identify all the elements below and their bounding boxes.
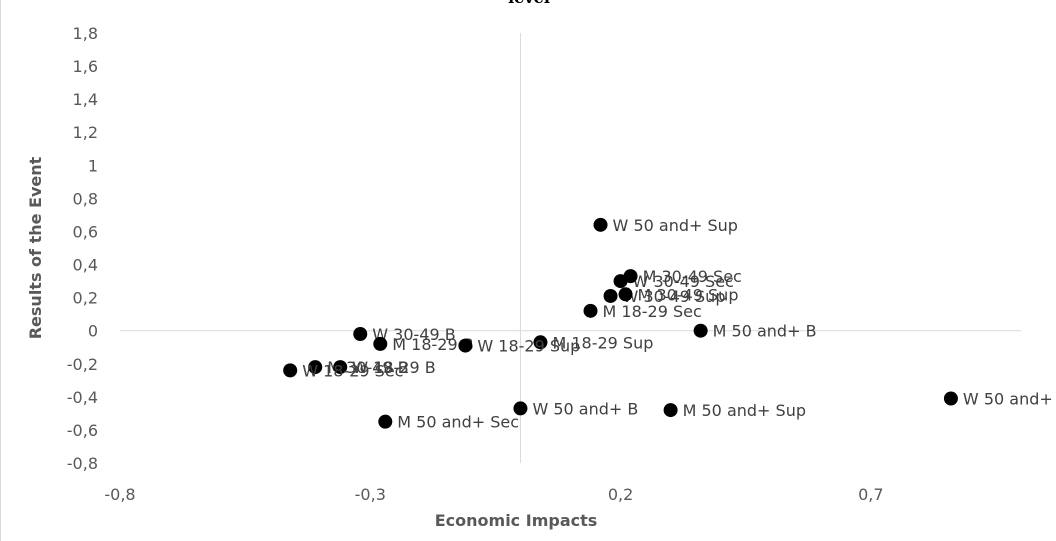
y-tick-label: 0,2 [73, 289, 98, 308]
data-point [693, 323, 708, 338]
y-tick-label: 0,6 [73, 222, 98, 241]
data-point-label: M 50 and+ Sup [683, 401, 806, 420]
data-point-label: W 30-49 B [372, 325, 455, 344]
data-point [583, 303, 598, 318]
x-tick-label: -0,8 [104, 485, 135, 504]
data-point-label: M 30-49 Sec [643, 267, 742, 286]
data-point-label: W 18-29 B [352, 358, 435, 377]
y-tick-label: 1,2 [73, 123, 98, 142]
data-point [603, 288, 618, 303]
y-tick-label: 0,8 [73, 189, 98, 208]
data-point-label: M 18-29 Sup [552, 333, 653, 352]
data-point [623, 269, 638, 284]
data-point-label: W 18-29 Sec [302, 361, 403, 380]
data-point-label: M 50 and+ Sec [397, 413, 519, 432]
chart-title: level [1, 0, 1056, 7]
x-tick-label: -0,3 [355, 485, 386, 504]
data-point [308, 360, 323, 375]
data-point-label: M 18-29 Sec [603, 302, 702, 321]
y-tick-label: 1,4 [73, 90, 98, 109]
y-tick-label: 0,4 [73, 256, 98, 275]
data-point [333, 360, 348, 375]
data-point-label: M 30-49 B [327, 358, 408, 377]
y-tick-label: -0,8 [67, 454, 98, 473]
y-axis-title: Results of the Event [26, 156, 45, 339]
data-point-label: M 50 and+ B [713, 322, 817, 341]
data-point-label: W 50 and+ Sup [613, 216, 738, 235]
data-point [618, 287, 633, 302]
data-point [943, 391, 958, 406]
y-tick-label: 0 [88, 322, 98, 341]
y-tick-label: -0,4 [67, 388, 98, 407]
y-tick-label: 1,8 [73, 24, 98, 43]
data-point-label: M 18-29 B [392, 335, 473, 354]
x-axis-title: Economic Impacts [435, 511, 598, 530]
data-point [353, 327, 368, 341]
x-tick-label: 0,7 [858, 485, 883, 504]
data-point-label: W 50 and+ Sec [963, 390, 1056, 409]
data-point [593, 217, 608, 232]
y-tick-label: 1 [88, 156, 98, 175]
data-point-label: W 30-49 Sec [633, 272, 734, 291]
data-point [458, 338, 473, 353]
y-tick-label: -0,2 [67, 355, 98, 374]
data-point-label: W 30-49 Sup [623, 287, 726, 306]
y-tick-label: -0,6 [67, 421, 98, 440]
data-point [283, 363, 298, 378]
data-point [513, 401, 528, 416]
data-point-label: W 50 and+ B [532, 399, 638, 418]
y-tick-label: 1,6 [73, 57, 98, 76]
data-point [378, 414, 393, 429]
data-point [373, 336, 388, 351]
data-point [533, 335, 548, 350]
data-point-label: W 18-29 Sup [477, 337, 580, 356]
data-point-label: M 30-49 Sup [638, 285, 739, 304]
data-point [663, 403, 678, 418]
x-tick-label: 0,2 [608, 485, 633, 504]
